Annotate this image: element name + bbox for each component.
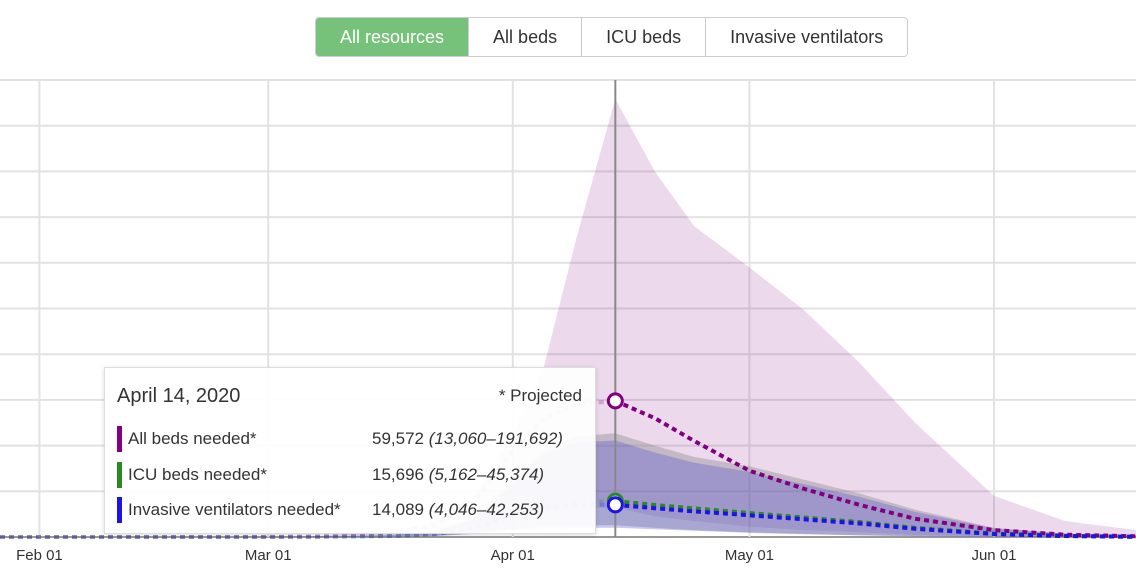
uncertainty-band xyxy=(0,99,1136,537)
projection-line xyxy=(614,399,1136,539)
tooltip-value: 59,572 xyxy=(372,429,424,448)
tooltip: April 14, 2020 * Projected All beds need… xyxy=(104,367,596,534)
tooltip-row: ICU beds needed* 15,696 (5,162–45,374) xyxy=(117,461,587,488)
tab-button[interactable]: All resources xyxy=(316,18,469,56)
series-name: All beds needed* xyxy=(128,429,257,448)
tooltip-date: April 14, 2020 xyxy=(117,385,241,407)
x-tick-label: Mar 01 xyxy=(245,547,292,564)
tooltip-range: (13,060–191,692) xyxy=(428,429,563,448)
tooltip-values: 15,696 (5,162–45,374) xyxy=(372,465,544,485)
x-tick-label: Apr 01 xyxy=(491,547,535,564)
x-tick-label: Jun 01 xyxy=(971,547,1016,564)
legend-swatch xyxy=(117,497,122,523)
hover-marker xyxy=(606,392,624,410)
tooltip-note: * Projected xyxy=(498,386,582,405)
projection-line xyxy=(615,502,1136,539)
x-tick-label: Feb 01 xyxy=(16,547,63,564)
legend-swatch xyxy=(117,461,122,488)
tooltip-range: (4,046–42,253) xyxy=(428,500,545,519)
legend-swatch xyxy=(117,426,122,452)
tab-button[interactable]: Invasive ventilators xyxy=(705,18,908,56)
tooltip-value: 15,696 xyxy=(372,464,424,484)
series-name: ICU beds needed* xyxy=(128,464,267,484)
tooltip-values: 59,572 (13,060–191,692) xyxy=(372,429,563,449)
tooltip-row: Invasive ventilators needed* 14,089 (4,04… xyxy=(117,497,587,523)
tooltip-range: (5,162–45,374) xyxy=(428,464,545,484)
resource-tabs: All resources All beds ICU beds Invasive ve… xyxy=(315,17,909,57)
x-tick-label: May 01 xyxy=(725,547,774,564)
tooltip-value: 14,089 xyxy=(372,500,424,519)
hover-marker xyxy=(606,496,624,514)
tab-button[interactable]: ICU beds xyxy=(581,18,706,56)
tooltip-values: 14,089 (4,046–42,253) xyxy=(372,500,544,520)
tab-button[interactable]: All beds xyxy=(468,18,582,56)
series-name: Invasive ventilators needed* xyxy=(128,500,341,519)
tooltip-row: All beds needed* 59,572 (13,060–191,692) xyxy=(117,426,587,452)
